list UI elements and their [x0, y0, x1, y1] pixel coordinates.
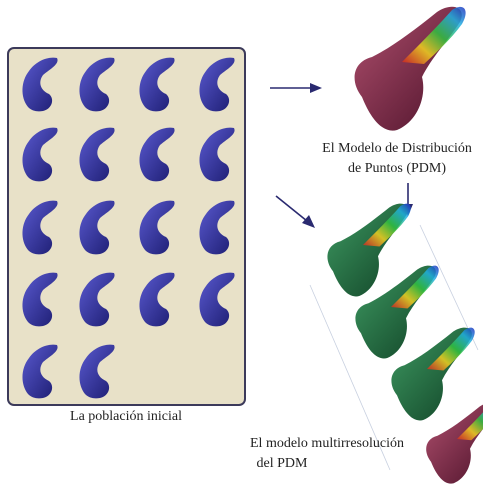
pdm-caption: de Puntos (PDM): [348, 161, 446, 176]
population-caption: La población inicial: [70, 409, 182, 424]
level-shape: [426, 403, 483, 483]
multires-caption: El modelo multirresolución: [250, 436, 404, 451]
level-shape: [327, 204, 410, 297]
pdm-shape: [355, 7, 466, 131]
pdm-caption: El Modelo de Distribución: [322, 141, 472, 156]
diagram: La población inicial El Modelo de Distri…: [0, 0, 483, 504]
multires-caption: del PDM: [257, 456, 309, 471]
diagram-canvas: La población inicial El Modelo de Distri…: [0, 0, 483, 504]
level-shape: [391, 328, 474, 421]
